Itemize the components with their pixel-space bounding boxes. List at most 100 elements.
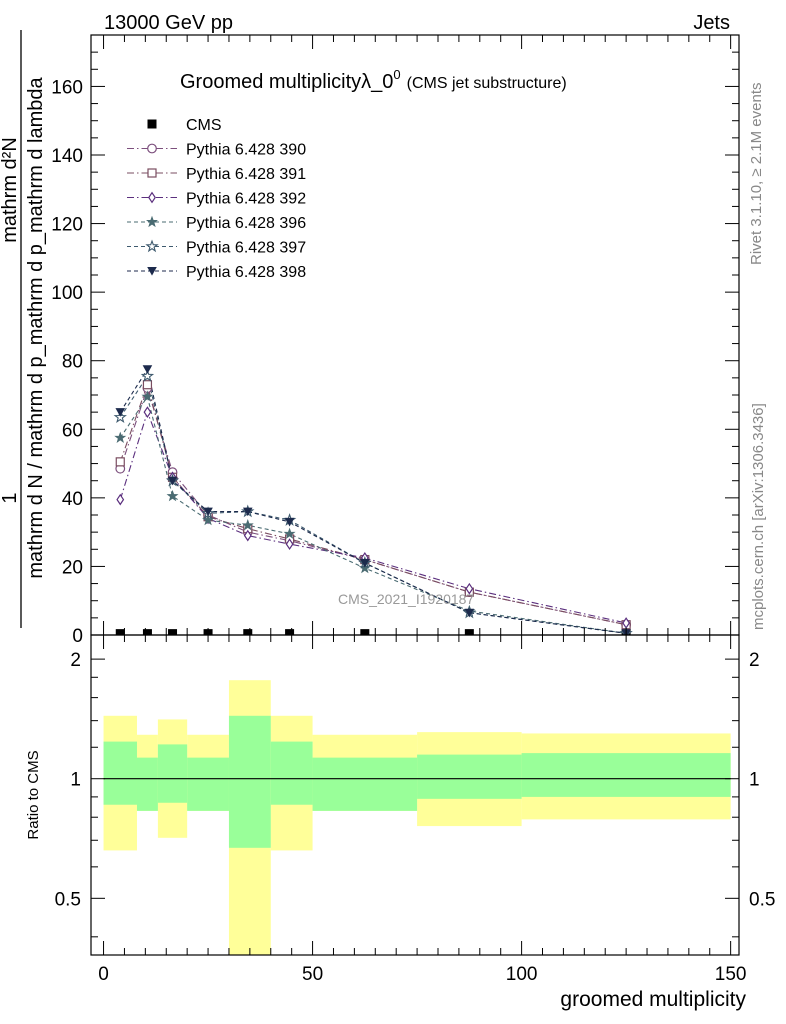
data-point-cms [115, 629, 125, 635]
main-y-label: 1 mathrm d²N mathrm d N / mathrm d p_mat… [0, 30, 47, 628]
y-tick-label: 40 [62, 489, 83, 510]
legend-marker [148, 191, 156, 204]
data-point-p392 [285, 538, 294, 551]
legend-label: Pythia 6.428 398 [186, 264, 306, 281]
series-line-p392 [119, 410, 627, 624]
ratio-y-tick-label: 1 [70, 770, 81, 791]
data-point-cms [243, 629, 253, 635]
ratio-y-tick-label: 2 [70, 650, 81, 671]
ratio-band-inner [157, 744, 188, 803]
data-point-p398 [203, 507, 213, 517]
legend-entry-p391: Pythia 6.428 391 [127, 166, 306, 183]
legend-label: Pythia 6.428 390 [186, 142, 306, 159]
ratio-band-inner [103, 741, 137, 805]
data-point-p396 [241, 518, 254, 531]
series-line-p390 [119, 386, 627, 626]
y-tick-label: 160 [51, 77, 83, 98]
ratio-band-inner [136, 757, 158, 811]
legend-label: Pythia 6.428 397 [186, 240, 306, 257]
x-tick-label: 50 [302, 964, 323, 985]
legend-entry-p398: Pythia 6.428 398 [127, 264, 306, 281]
legend-entry-cms: CMS [147, 117, 222, 134]
series-line-p391 [119, 382, 627, 626]
main-data-layer [113, 365, 633, 635]
legend-entry-p392: Pythia 6.428 392 [127, 191, 306, 208]
ratio-axes: 0.5 0.5 1 1 2 2 0 50 100 150 [55, 635, 775, 985]
ratio-band-inner [187, 757, 229, 811]
legend-marker [145, 239, 159, 253]
ratio-band-inner [228, 715, 271, 848]
main-series-group [113, 365, 633, 635]
data-point-p396 [114, 431, 127, 443]
analysis-watermark: CMS_2021_I1920187 [338, 591, 474, 607]
ratio-y-tick-label: 0.5 [55, 889, 81, 910]
plot-title: Groomed multiplicityλ_00 (CMS jet substru… [180, 67, 567, 93]
ratio-band-inner [521, 753, 731, 797]
ratio-y-tick-label-right: 1 [749, 770, 760, 791]
data-point-cms [142, 629, 152, 635]
data-point-p392 [243, 529, 252, 542]
data-point-p396 [166, 489, 179, 502]
plot-title-subtitle: (CMS jet substructure) [407, 75, 567, 92]
y-label-one: 1 [0, 492, 21, 503]
data-point-p398 [242, 507, 253, 517]
y-tick-label: 100 [51, 283, 83, 304]
plot-title-main: Groomed multiplicityλ_0 [180, 71, 393, 93]
legend-entry-p396: Pythia 6.428 396 [127, 215, 306, 232]
data-point-p398 [284, 517, 295, 527]
y-tick-label: 60 [62, 420, 83, 441]
legend: CMS Pythia 6.428 390 Pythia 6.428 391 Pythi… [127, 117, 306, 281]
legend-label: CMS [186, 117, 222, 134]
data-point-cms [168, 629, 178, 635]
data-point-p398 [167, 476, 178, 486]
data-point-p398 [142, 365, 153, 374]
data-point-p392 [116, 493, 125, 506]
y-tick-label: 140 [51, 146, 83, 167]
legend-marker [147, 143, 157, 154]
data-point-cms [464, 629, 474, 635]
legend-entry-p397: Pythia 6.428 397 [127, 239, 306, 257]
legend-label: Pythia 6.428 391 [186, 166, 306, 183]
rivet-version-label: Rivet 3.1.10, ≥ 2.1M events [748, 83, 765, 266]
data-point-p396 [358, 561, 371, 574]
ratio-bands [103, 680, 731, 955]
y-tick-label: 80 [62, 352, 83, 373]
ratio-y-tick-label-right: 2 [749, 650, 760, 671]
legend-marker [147, 168, 157, 178]
data-point-p398 [464, 608, 475, 618]
legend-label: Pythia 6.428 392 [186, 191, 306, 208]
plot-title-superscript: 0 [393, 67, 400, 82]
ratio-y-tick-label-right: 0.5 [749, 889, 775, 910]
legend-marker [147, 119, 157, 129]
x-axis-label: groomed multiplicity [560, 988, 746, 1011]
y-label-denominator: mathrm d N / mathrm d p_mathrm d p_mathr… [25, 76, 47, 578]
energy-label: 13000 GeV pp [104, 12, 233, 34]
mcplots-label: mcplots.cern.ch [arXiv:1306.3436] [750, 403, 767, 630]
legend-marker [147, 267, 157, 276]
ratio-band-inner [312, 757, 418, 811]
x-tick-label: 150 [715, 964, 747, 985]
legend-label: Pythia 6.428 396 [186, 215, 306, 232]
data-point-p397 [113, 410, 127, 423]
ratio-frame [90, 634, 740, 956]
ratio-band-inner [270, 741, 313, 805]
data-point-p396 [283, 527, 296, 539]
ratio-band-inner [417, 754, 522, 799]
x-tick-label: 100 [506, 964, 538, 985]
y-tick-label: 120 [51, 215, 83, 236]
data-point-p392 [465, 582, 474, 595]
main-panel: 0 20 40 60 80 100 120 140 160 Groomed multiplici… [0, 30, 740, 647]
data-point-cms [360, 629, 370, 635]
y-tick-label: 20 [62, 557, 83, 578]
main-axes: 0 20 40 60 80 100 120 140 160 [51, 34, 739, 647]
series-line-p398 [119, 367, 627, 634]
data-point-cms [285, 629, 295, 635]
ratio-y-label: Ratio to CMS [25, 750, 42, 839]
data-point-p391 [115, 457, 125, 467]
legend-marker [146, 215, 158, 228]
ratio-band-group [103, 680, 731, 955]
y-label-numerator: mathrm d²N [0, 137, 21, 243]
data-point-p392 [143, 406, 152, 419]
data-point-p396 [141, 390, 154, 402]
data-point-p397 [140, 369, 155, 382]
